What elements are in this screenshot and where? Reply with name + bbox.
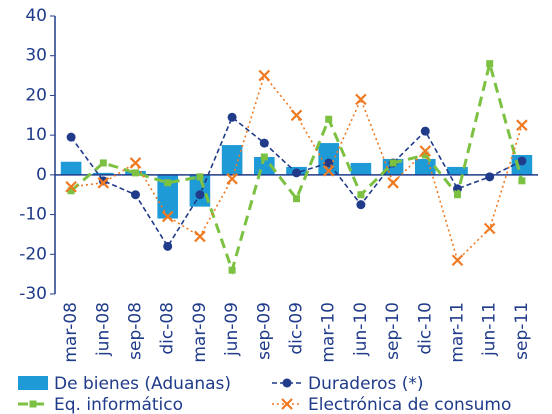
bar (350, 162, 372, 175)
point (356, 200, 366, 210)
point (227, 112, 237, 122)
point (129, 157, 142, 169)
point (419, 145, 432, 157)
legend-label: De bienes (Aduanas) (54, 374, 231, 394)
x-tick-label: mar-08 (61, 302, 81, 363)
point (99, 159, 107, 167)
point (518, 177, 526, 185)
bar (157, 174, 179, 219)
x-tick-label: mar-11 (448, 302, 468, 363)
point (228, 266, 236, 274)
point (389, 159, 397, 167)
legend-marker (282, 378, 292, 388)
point (451, 254, 464, 267)
y-tick-label: 20 (25, 85, 47, 105)
point (196, 173, 204, 181)
line (70, 115, 523, 248)
point (516, 119, 528, 131)
point (195, 190, 205, 200)
point (66, 132, 76, 142)
y-tick-label: 0 (36, 165, 47, 185)
x-tick-label: dic-09 (287, 302, 307, 355)
point (325, 115, 333, 123)
point (132, 169, 139, 177)
line (70, 57, 524, 276)
point (324, 158, 334, 168)
bar (221, 145, 243, 175)
y-tick-label: 30 (25, 46, 47, 66)
x-tick-label: sep-09 (254, 302, 274, 360)
point (131, 190, 140, 200)
point (67, 187, 75, 195)
x-tick-label: jun-10 (351, 302, 371, 357)
legend-label: Duraderos (*) (308, 374, 424, 394)
point (293, 195, 300, 203)
point (194, 230, 206, 243)
bar (60, 161, 82, 175)
point (226, 173, 238, 185)
bar (92, 172, 114, 175)
x-tick-label: sep-08 (126, 302, 146, 360)
x-tick-label: sep-10 (383, 302, 403, 360)
point (259, 138, 269, 148)
legend-label: Electrónica de consumo (308, 395, 511, 414)
point (355, 93, 367, 106)
point (322, 165, 335, 177)
point (357, 191, 365, 199)
point (258, 69, 271, 82)
point (260, 153, 268, 161)
point (97, 177, 110, 189)
point (164, 179, 172, 187)
x-tick-label: mar-10 (319, 302, 339, 363)
point (161, 210, 174, 223)
point (454, 191, 461, 199)
point (483, 222, 496, 235)
x-tick-label: sep-11 (512, 302, 532, 360)
x-tick-label: jun-11 (480, 302, 500, 357)
x-tick-label: dic-10 (415, 302, 435, 355)
legend-marker (281, 398, 293, 410)
point (485, 172, 495, 182)
y-tick-label: -30 (19, 284, 47, 304)
point (421, 151, 429, 159)
x-tick-label: jun-08 (93, 302, 113, 357)
point (517, 156, 527, 166)
point (387, 177, 399, 189)
legend-label: Eq. informático (54, 395, 183, 414)
bar (447, 166, 468, 175)
point (65, 180, 77, 193)
y-tick-label: 10 (25, 125, 47, 145)
point (290, 109, 303, 122)
point (486, 60, 494, 68)
x-tick-label: dic-08 (158, 302, 178, 355)
point (292, 168, 301, 178)
y-tick-label: -20 (19, 244, 47, 264)
legend-marker (29, 400, 37, 408)
y-tick-label: 40 (25, 6, 47, 26)
legend-swatch (18, 376, 48, 390)
x-tick-label: jun-09 (222, 302, 242, 357)
point (163, 241, 173, 251)
bar (414, 158, 436, 175)
x-tick-label: mar-09 (190, 302, 210, 363)
y-tick-label: -10 (19, 205, 47, 225)
point (420, 126, 430, 136)
